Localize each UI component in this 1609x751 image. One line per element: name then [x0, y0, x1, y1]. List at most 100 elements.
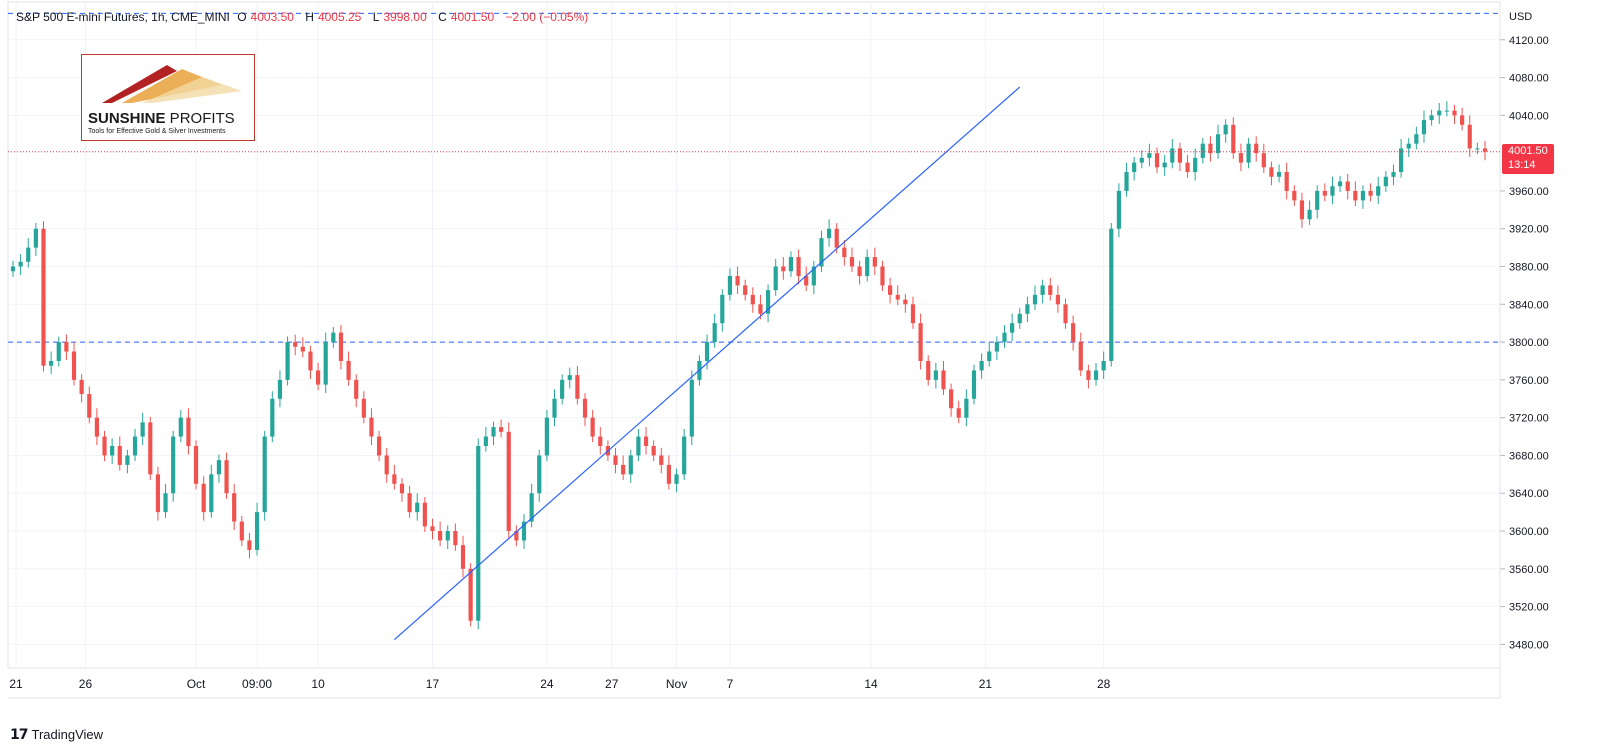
logo-subtitle: Tools for Effective Gold & Silver Invest…: [88, 128, 226, 135]
candle-body: [79, 379, 84, 395]
candle-body: [49, 360, 54, 366]
candle-body: [872, 257, 877, 267]
candle-body: [674, 474, 679, 484]
candle-body: [1116, 190, 1122, 229]
candle-body: [529, 493, 534, 522]
candle-body: [148, 422, 153, 475]
candle-body: [826, 228, 832, 239]
candle-body: [788, 257, 794, 272]
candle-body: [765, 290, 771, 314]
candle-body: [376, 436, 382, 456]
x-tick-label: 21: [9, 677, 23, 691]
candle-body: [903, 299, 908, 305]
candle-body: [1337, 181, 1343, 187]
candle-body: [193, 446, 199, 484]
candle-body: [941, 370, 946, 390]
candle-body: [1391, 172, 1396, 177]
current-price-badge: 4001.50 13:14: [1502, 143, 1554, 174]
candle-body: [1437, 110, 1442, 116]
candle-body: [1025, 304, 1030, 314]
candle-body: [216, 460, 222, 475]
candle-body: [1200, 143, 1205, 158]
candle-body: [865, 257, 870, 276]
candle-body: [1223, 124, 1228, 135]
candle-body: [628, 455, 633, 475]
low-label: L: [372, 10, 380, 24]
candle-body: [201, 483, 206, 513]
candle-body: [132, 436, 138, 456]
candle-body: [460, 545, 466, 569]
y-tick-label: 3840.00: [1509, 299, 1549, 311]
y-tick-label: 3520.00: [1509, 602, 1549, 614]
candle-body: [987, 351, 992, 361]
candle-body: [293, 342, 298, 347]
y-tick-label: 3640.00: [1509, 488, 1549, 500]
y-tick-label: 3720.00: [1509, 413, 1549, 425]
candle-body: [735, 275, 740, 286]
candle-body: [743, 285, 748, 295]
candle-body: [819, 238, 824, 267]
candle-body: [430, 526, 435, 532]
candle-body: [1238, 153, 1244, 163]
candle-body: [1353, 190, 1358, 201]
candle-body: [1154, 153, 1160, 168]
candle-body: [18, 261, 23, 267]
candle-body: [262, 436, 267, 513]
y-tick-label: 3920.00: [1509, 224, 1549, 236]
candle-body: [834, 228, 839, 248]
candle-body: [636, 436, 641, 456]
candle-body: [842, 247, 847, 258]
candle-body: [64, 342, 69, 352]
x-tick-label: 24: [540, 677, 554, 691]
candle-body: [1322, 190, 1327, 196]
candle-body: [1406, 143, 1411, 149]
candle-body: [552, 398, 557, 418]
candle-body: [1010, 323, 1015, 333]
x-tick-label: 17: [426, 677, 440, 691]
candle-body: [1246, 143, 1251, 163]
candle-body: [1093, 370, 1099, 380]
symbol-title: S&P 500 E-mini Futures, 1h, CME_MINI: [16, 10, 230, 24]
candle-body: [125, 455, 130, 465]
x-tick-label: 27: [605, 677, 619, 691]
candle-body: [514, 531, 519, 541]
candle-body: [1292, 190, 1297, 201]
candle-body: [178, 417, 183, 437]
candle-body: [1383, 176, 1388, 187]
candle-body: [1124, 172, 1129, 191]
candle-body: [643, 436, 649, 446]
candle-body: [971, 370, 977, 399]
candle-body: [666, 464, 672, 484]
candle-body: [796, 257, 801, 276]
tradingview-branding[interactable]: 𝟭𝟳 TradingView: [10, 726, 103, 743]
candle-body: [1185, 162, 1190, 173]
candle-body: [117, 446, 122, 465]
candle-body: [453, 531, 458, 546]
y-tick-label: 3960.00: [1509, 186, 1549, 198]
candle-body: [232, 493, 237, 522]
candle-body: [888, 285, 893, 295]
candle-body: [621, 464, 626, 475]
candle-body: [1139, 157, 1144, 163]
y-tick-label: 4080.00: [1509, 73, 1549, 85]
candle-body: [1170, 148, 1175, 163]
candle-body: [582, 398, 588, 418]
candle-body: [1315, 190, 1320, 210]
candle-body: [926, 360, 931, 380]
candle-body: [1208, 143, 1213, 154]
open-value: 4003.50: [250, 10, 294, 24]
candle-body: [102, 436, 107, 456]
y-tick-label: 4040.00: [1509, 110, 1549, 122]
symbol-header: S&P 500 E-mini Futures, 1h, CME_MINI O 40…: [16, 10, 592, 24]
candle-body: [384, 455, 389, 475]
candle-body: [1048, 285, 1053, 295]
candle-body: [285, 342, 290, 380]
open-label: O: [237, 10, 247, 24]
candle-body: [560, 379, 565, 399]
candle-body: [849, 257, 855, 267]
candle-body: [1086, 370, 1091, 380]
candle-body: [476, 446, 481, 621]
logo-title: SUNSHINE PROFITS: [88, 110, 235, 127]
candle-body: [1132, 162, 1137, 173]
